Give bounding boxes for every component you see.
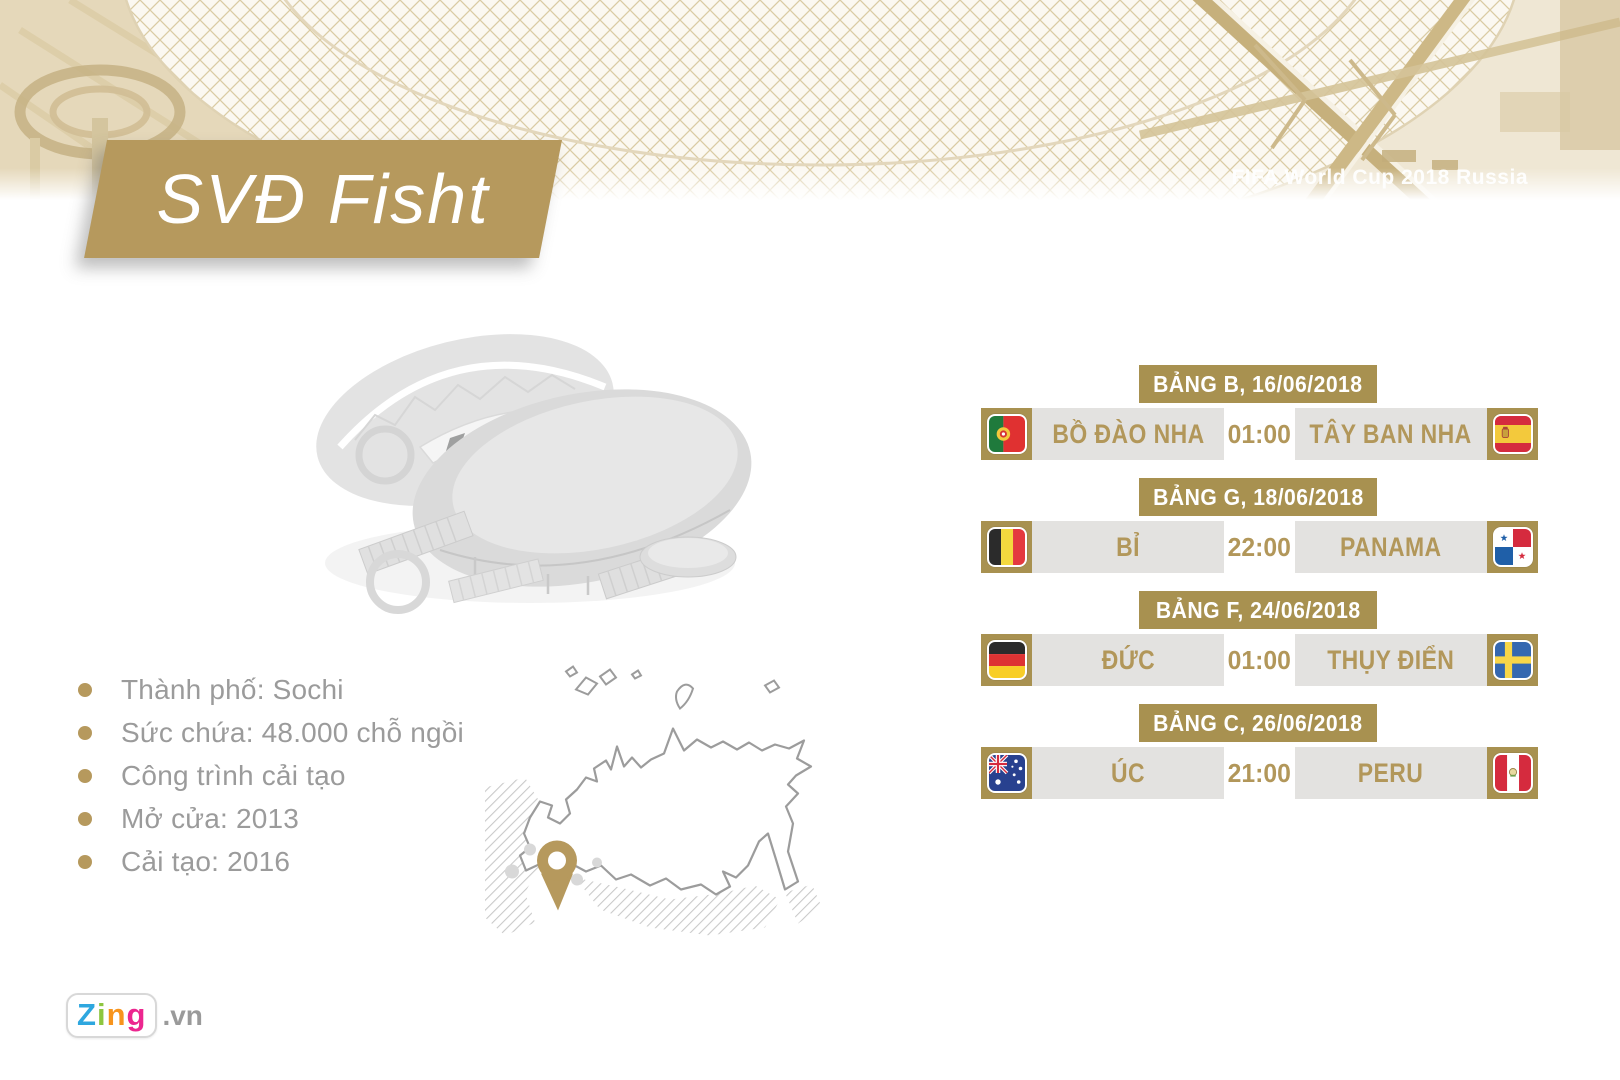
spain-flag-icon	[1492, 414, 1533, 454]
group-header: BẢNG B, 16/06/2018	[1139, 365, 1377, 403]
logo-domain-suffix: .vn	[162, 999, 203, 1031]
map-hatch-southeast	[785, 884, 822, 924]
away-team: PANAMA	[1340, 531, 1442, 562]
logo-letter: Z	[77, 997, 97, 1032]
map-hatch-south	[575, 877, 780, 936]
peru-flag-icon	[1492, 753, 1533, 793]
belgium-flag-icon	[986, 527, 1027, 567]
home-team: BỈ	[1116, 531, 1140, 562]
portugal-flag-icon	[986, 414, 1027, 454]
bullet-icon	[78, 854, 92, 869]
title-banner: SVĐ Fisht	[84, 140, 563, 258]
location-pin-icon	[537, 840, 577, 911]
logo-letter: i	[96, 997, 107, 1032]
zing-logo-sticker: Z i n g	[66, 993, 158, 1039]
away-flag-box	[1487, 747, 1538, 799]
stadium-illustration	[316, 334, 752, 614]
home-flag-box	[981, 747, 1032, 799]
home-flag-box	[981, 521, 1032, 573]
list-item: Mở cửa: 2013	[78, 797, 464, 840]
map-islands	[564, 665, 781, 710]
page-title: SVĐ Fisht	[156, 160, 490, 238]
home-team: ĐỨC	[1101, 644, 1155, 675]
away-team: TÂY BAN NHA	[1309, 418, 1473, 449]
home-team: ÚC	[1111, 757, 1145, 788]
bullet-icon	[78, 682, 92, 697]
away-flag-box	[1487, 634, 1538, 686]
zing-logo: Z i n g .vn	[66, 993, 203, 1039]
match-time: 21:00	[1224, 747, 1295, 799]
bullet-icon	[78, 811, 92, 826]
russia-outline	[518, 727, 813, 896]
away-flag-box	[1487, 521, 1538, 573]
map-hatch-west	[485, 777, 542, 936]
logo-letter: g	[126, 997, 147, 1032]
list-item: Sức chứa: 48.000 chỗ ngồi	[78, 711, 464, 754]
panama-flag-icon	[1492, 527, 1533, 567]
match-row: ÚC 21:00 PERU	[981, 747, 1538, 799]
away-flag-box	[1487, 408, 1538, 460]
away-team: PERU	[1358, 757, 1424, 788]
list-item: Công trình cải tạo	[78, 754, 464, 797]
away-team: THỤY ĐIỂN	[1327, 644, 1455, 675]
match-row: ĐỨC 01:00 THỤY ĐIỂN	[981, 634, 1538, 686]
map-city-dots	[505, 843, 602, 886]
logo-letter: n	[106, 997, 127, 1032]
match-time: 22:00	[1224, 521, 1295, 573]
russia-map	[485, 665, 822, 936]
bullet-icon	[78, 725, 92, 740]
australia-flag-icon	[986, 753, 1027, 793]
sweden-flag-icon	[1492, 640, 1533, 680]
bullet-icon	[78, 768, 92, 783]
home-flag-box	[981, 634, 1032, 686]
match-time: 01:00	[1224, 634, 1295, 686]
list-item: Cải tạo: 2016	[78, 840, 464, 883]
germany-flag-icon	[986, 640, 1027, 680]
fifa-watermark: FIFA World Cup 2018 Russia	[1231, 166, 1528, 189]
home-flag-box	[981, 408, 1032, 460]
group-header: BẢNG C, 26/06/2018	[1139, 704, 1377, 742]
match-time: 01:00	[1224, 408, 1295, 460]
group-header: BẢNG F, 24/06/2018	[1139, 591, 1377, 629]
group-header: BẢNG G, 18/06/2018	[1139, 478, 1377, 516]
match-row: BỈ 22:00 PANAMA	[981, 521, 1538, 573]
match-row: BỒ ĐÀO NHA 01:00 TÂY BAN NHA	[981, 408, 1538, 460]
home-team: BỒ ĐÀO NHA	[1051, 418, 1205, 449]
stadium-info-list: Thành phố: Sochi Sức chứa: 48.000 chỗ ng…	[78, 668, 464, 883]
list-item: Thành phố: Sochi	[78, 668, 464, 711]
